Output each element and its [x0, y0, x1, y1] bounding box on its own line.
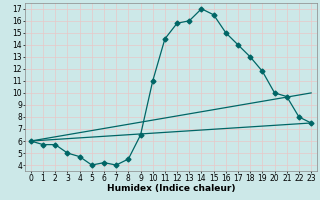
X-axis label: Humidex (Indice chaleur): Humidex (Indice chaleur) [107, 184, 235, 193]
